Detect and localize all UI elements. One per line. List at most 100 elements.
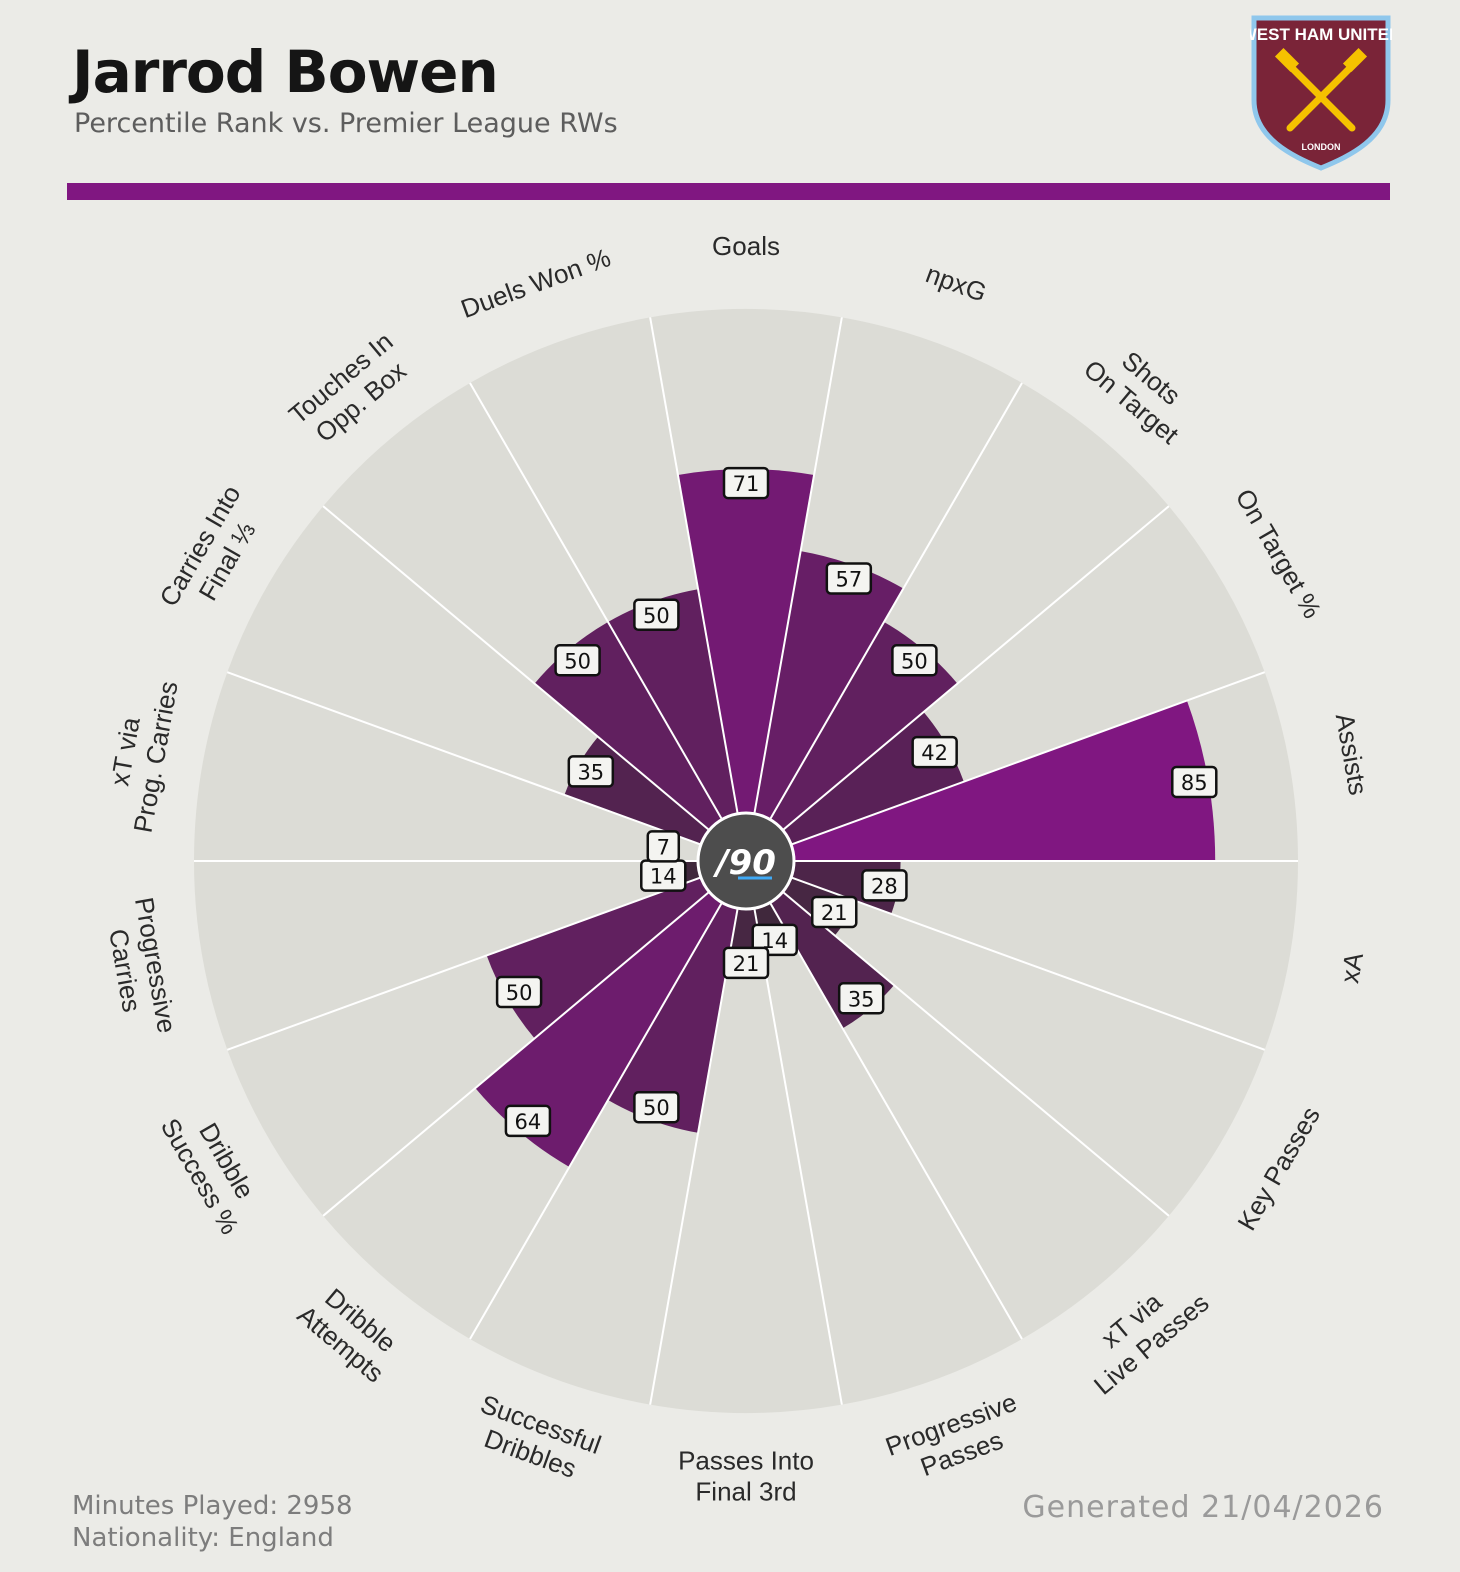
- value-label-box: [1171, 765, 1218, 799]
- value-label-text: 50: [506, 981, 533, 1005]
- value-label: 7: [646, 830, 681, 863]
- category-label-line: Assists: [1330, 711, 1374, 797]
- value-label: 35: [837, 982, 885, 1015]
- value-label-text: 85: [1181, 771, 1208, 795]
- value-label-box: [633, 1090, 680, 1124]
- value-label-text: 42: [921, 741, 948, 765]
- category-label: Goals: [712, 231, 780, 261]
- slice-background: [746, 861, 1265, 1216]
- bar: [746, 551, 904, 861]
- bar: [608, 861, 746, 1133]
- nationality: Nationality: England: [72, 1523, 334, 1553]
- club-crest-icon: WEST HAM UNITED LONDON: [1250, 15, 1392, 171]
- category-label: npxG: [922, 258, 991, 307]
- value-label-text: 14: [650, 865, 677, 889]
- value-label-box: [861, 869, 908, 902]
- slice-background: [650, 861, 842, 1414]
- category-label: Assists: [1330, 711, 1374, 797]
- value-label: 57: [825, 562, 873, 595]
- category-label-line: Passes Into: [678, 1446, 814, 1476]
- value-label: 21: [722, 946, 770, 980]
- value-label-box: [837, 982, 885, 1015]
- value-label: 50: [633, 598, 680, 632]
- value-label: 14: [640, 859, 687, 892]
- slice-separator: [226, 671, 747, 862]
- value-label-text: 50: [643, 1096, 670, 1120]
- value-label-box: [504, 1104, 552, 1138]
- bar: [677, 469, 815, 861]
- center-logo: /90: [696, 811, 796, 911]
- crest-city: LONDON: [1302, 142, 1341, 152]
- value-label: 85: [1171, 765, 1218, 799]
- value-label-text: 64: [515, 1110, 542, 1134]
- slice-separator: [745, 317, 843, 862]
- value-label-text: 21: [733, 952, 760, 976]
- value-label-text: 21: [821, 901, 848, 925]
- value-label-box: [633, 598, 680, 632]
- value-label: 71: [722, 466, 770, 500]
- chart-bars: [475, 469, 1216, 1167]
- bar: [608, 589, 746, 861]
- category-label-line: Goals: [712, 231, 780, 261]
- category-label: Duels Won %: [457, 242, 615, 324]
- value-label: 21: [811, 895, 858, 929]
- value-label-box: [646, 830, 681, 863]
- value-label-box: [554, 644, 601, 677]
- value-label-box: [811, 895, 858, 929]
- bar: [746, 711, 964, 861]
- bar: [746, 700, 1216, 861]
- value-label: 50: [891, 644, 938, 677]
- slice-separator: [745, 671, 1266, 862]
- value-label-text: 7: [657, 835, 670, 859]
- minutes-played: Minutes Played: 2958: [72, 1491, 353, 1521]
- slice-separator: [469, 382, 747, 862]
- category-label-line: Duels Won %: [457, 242, 615, 324]
- value-label-text: 50: [564, 649, 591, 673]
- value-label: 28: [861, 869, 908, 902]
- slice-separator: [322, 505, 747, 862]
- value-label-text: 71: [733, 472, 760, 496]
- value-label: 50: [495, 975, 543, 1009]
- value-label: 50: [633, 1090, 680, 1124]
- page-title: Jarrod Bowen: [72, 38, 499, 106]
- value-label: 50: [554, 644, 601, 677]
- slice-separator: [322, 860, 747, 1217]
- center-logo-text: /90: [712, 843, 776, 883]
- value-label-text: 35: [848, 987, 875, 1011]
- bar: [746, 621, 958, 861]
- value-label-box: [722, 466, 770, 500]
- slice-separator: [745, 505, 1170, 862]
- crest-club-name: WEST HAM UNITED: [1250, 25, 1392, 44]
- value-label-box: [911, 735, 958, 769]
- header-divider: [67, 183, 1390, 200]
- generated-date: Generated 21/04/2026: [1022, 1490, 1384, 1525]
- value-label: 35: [567, 755, 615, 788]
- value-label-box: [495, 975, 543, 1009]
- footer-info: Minutes Played: 2958 Nationality: Englan…: [72, 1490, 353, 1554]
- category-label-line: Final 3rd: [695, 1477, 796, 1507]
- value-label: 64: [504, 1104, 552, 1138]
- page-subtitle: Percentile Rank vs. Premier League RWs: [74, 108, 618, 139]
- value-label-text: 57: [835, 567, 862, 591]
- bar: [486, 861, 746, 1039]
- bar: [534, 621, 746, 861]
- hammer-head-right: [1342, 47, 1368, 73]
- slice-separator: [226, 860, 747, 1051]
- slice-separator: [649, 317, 747, 862]
- slice-background: [746, 861, 1022, 1405]
- value-label: 42: [911, 735, 958, 769]
- category-label: Key Passes: [1231, 1102, 1326, 1236]
- slice-separator: [745, 860, 1266, 1051]
- value-label-text: 50: [643, 604, 670, 628]
- category-label-line: xA: [1334, 950, 1369, 986]
